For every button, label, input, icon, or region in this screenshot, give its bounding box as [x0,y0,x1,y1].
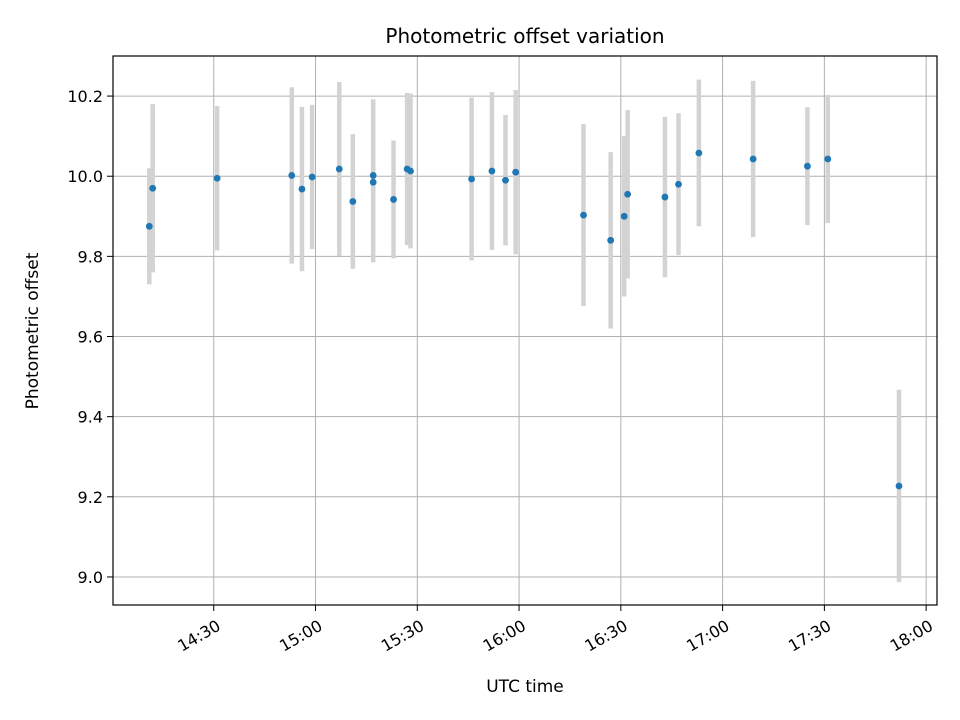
grid [113,56,937,605]
data-point [824,155,832,163]
data-point [580,211,587,219]
data-point [288,172,296,179]
data-point [607,236,615,244]
data-point [661,193,669,201]
data-point [502,176,509,184]
plot-frame [112,55,938,606]
data-point [468,175,475,183]
data-point [804,162,811,170]
y-tick-label: 9.8 [78,247,103,266]
data-point [308,173,316,181]
data-points [145,149,903,490]
data-point [749,155,757,163]
data-point [675,180,682,188]
data-point [620,212,628,220]
data-point [369,178,377,186]
y-axis-label: Photometric offset [23,252,43,409]
data-point [407,167,414,175]
data-point [895,482,903,490]
y-tick-label: 9.0 [78,568,103,587]
y-tick-label: 10.0 [67,167,103,186]
data-point [390,196,397,203]
data-point [349,198,357,205]
data-point [298,185,306,193]
data-point [695,149,703,157]
data-point [624,190,632,198]
y-tick-label: 9.2 [78,488,103,507]
data-point [335,165,343,173]
data-point [145,222,153,230]
y-tick-label: 9.6 [78,328,103,347]
data-point [213,174,221,182]
data-point [369,172,377,179]
data-point [488,167,496,175]
y-tick-label: 9.4 [78,408,103,427]
y-axis-ticks: 9.0 9.2 9.4 9.6 9.8 10.0 10.2 [67,87,113,587]
data-point [149,184,157,192]
x-axis-label: UTC time [486,677,564,697]
data-point [512,168,520,176]
chart-title: Photometric offset variation [385,24,664,48]
y-tick-label: 10.2 [67,87,103,106]
